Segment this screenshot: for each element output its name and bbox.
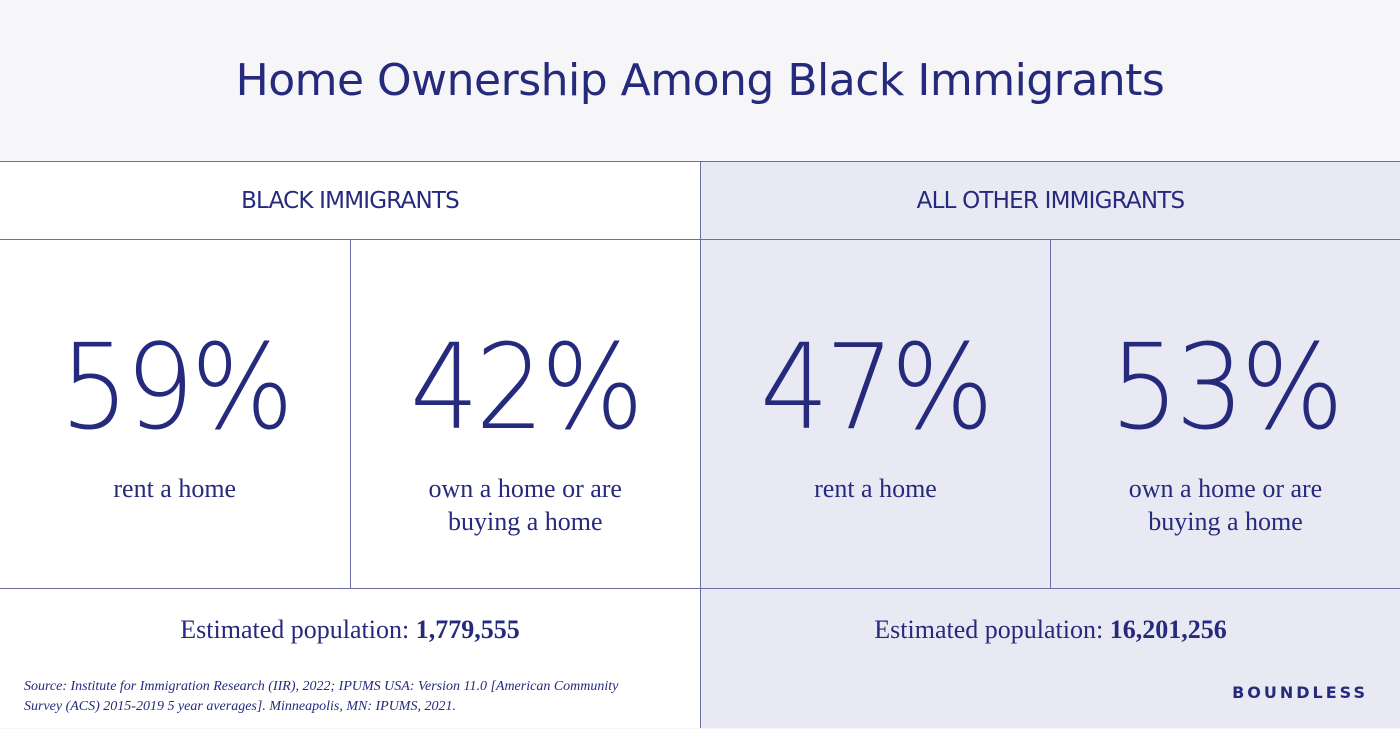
stat-own: 53% own a home or are buying a home xyxy=(1050,240,1400,588)
source-note: Source: Institute for Immigration Resear… xyxy=(24,679,619,714)
stat-label: own a home or are buying a home xyxy=(428,474,622,536)
page-title: Home Ownership Among Black Immigrants xyxy=(235,55,1165,106)
stat-rent: 47% rent a home xyxy=(701,240,1050,588)
population: Estimated population: 1,779,555 xyxy=(0,615,700,645)
population-label: Estimated population: xyxy=(874,615,1104,644)
stat-label: rent a home xyxy=(814,474,937,503)
stat-own: 42% own a home or are buying a home xyxy=(349,240,701,588)
stat-label: own a home or are buying a home xyxy=(1128,474,1323,536)
stat-label: rent a home xyxy=(113,474,237,503)
stat-value: 47% xyxy=(760,318,994,456)
stats-row: 59% rent a home 42% own a home or are bu… xyxy=(0,240,700,589)
group-header: ALL OTHER IMMIGRANTS xyxy=(701,162,1400,240)
stat-rent: 59% rent a home xyxy=(0,240,350,588)
stat-value: 59% xyxy=(59,318,294,456)
stat-value: 53% xyxy=(1110,318,1344,456)
panel-all-other-immigrants: ALL OTHER IMMIGRANTS 47% rent a home 53%… xyxy=(700,161,1400,728)
stat-value: 42% xyxy=(410,318,644,456)
population-label: Estimated population: xyxy=(180,615,410,644)
panel-footer: Estimated population: 16,201,256 BOUNDLE… xyxy=(701,589,1400,729)
panel-footer: Estimated population: 1,779,555 Source: … xyxy=(0,589,700,729)
population-value: 1,779,555 xyxy=(415,615,520,644)
panel-black-immigrants: BLACK IMMIGRANTS 59% rent a home 42% own… xyxy=(0,161,700,728)
group-header: BLACK IMMIGRANTS xyxy=(0,162,700,240)
stats-row: 47% rent a home 53% own a home or are bu… xyxy=(701,240,1400,589)
title-bar: Home Ownership Among Black Immigrants xyxy=(0,0,1400,161)
population: Estimated population: 16,201,256 xyxy=(701,615,1400,645)
brand-logo: BOUNDLESS xyxy=(1232,683,1368,702)
population-value: 16,201,256 xyxy=(1109,615,1227,644)
